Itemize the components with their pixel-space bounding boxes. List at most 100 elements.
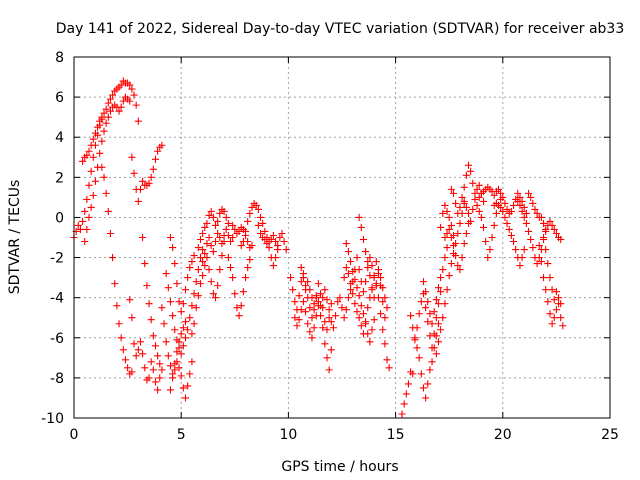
data-point: [432, 332, 440, 340]
data-point: [552, 306, 560, 314]
data-point: [509, 237, 518, 246]
data-point: [524, 189, 533, 197]
data-point: [224, 254, 232, 262]
data-point: [211, 237, 220, 246]
data-point: [357, 322, 365, 330]
y-tick-label: 2: [55, 170, 64, 186]
data-point: [460, 239, 468, 248]
data-point: [121, 356, 130, 364]
data-point: [349, 268, 357, 276]
data-point: [201, 223, 209, 232]
data-point: [342, 239, 350, 248]
data-point: [271, 254, 280, 262]
data-point: [211, 294, 220, 302]
data-point: [355, 213, 363, 221]
data-point: [177, 330, 185, 338]
data-point: [447, 233, 455, 242]
data-point: [199, 229, 207, 238]
data-point: [237, 302, 245, 310]
x-tick-label: 10: [279, 427, 297, 443]
data-point: [173, 348, 181, 356]
data-point: [340, 314, 348, 322]
data-point: [218, 252, 226, 260]
data-point: [432, 296, 440, 304]
data-point: [128, 85, 136, 93]
x-tick-label: 25: [601, 427, 619, 443]
data-point: [381, 294, 389, 302]
data-point: [106, 95, 114, 103]
data-point: [151, 378, 160, 386]
data-point: [327, 346, 335, 354]
data-point: [514, 189, 522, 197]
data-point: [353, 254, 361, 262]
data-point: [171, 360, 179, 368]
data-point: [428, 358, 436, 366]
data-point: [226, 264, 235, 272]
data-point: [323, 326, 331, 334]
y-tick-label: 8: [55, 50, 64, 66]
data-point: [100, 127, 108, 135]
data-point: [432, 350, 440, 358]
data-point: [441, 233, 449, 242]
data-point: [377, 310, 385, 318]
data-point: [537, 213, 545, 221]
data-point: [188, 358, 196, 366]
data-point: [154, 386, 162, 394]
data-point: [542, 245, 550, 254]
data-point: [430, 308, 438, 316]
data-point: [430, 344, 438, 352]
data-point: [293, 322, 301, 330]
data-point: [199, 272, 207, 280]
data-point: [162, 270, 170, 278]
data-point: [203, 239, 211, 248]
data-point: [527, 193, 535, 201]
data-point: [344, 294, 352, 302]
data-point: [184, 382, 192, 390]
data-point: [175, 344, 183, 352]
data-point: [317, 290, 325, 298]
x-axis-title: GPS time / hours: [281, 459, 398, 475]
data-point: [548, 286, 556, 294]
data-point: [194, 243, 202, 252]
data-point: [443, 229, 451, 238]
data-point: [128, 314, 136, 322]
data-point: [147, 358, 155, 366]
data-point: [447, 185, 455, 193]
data-point: [171, 260, 179, 268]
data-point: [244, 264, 252, 272]
data-point: [415, 310, 423, 318]
data-point: [199, 245, 207, 254]
data-point: [81, 207, 89, 215]
data-point: [531, 205, 539, 213]
data-point: [434, 300, 443, 308]
data-point: [299, 274, 307, 282]
x-tick-labels: 0 5 10 15 20 25: [70, 427, 619, 443]
data-point: [492, 209, 500, 217]
data-point: [533, 260, 541, 268]
data-point: [149, 332, 157, 340]
data-point: [544, 298, 552, 306]
data-point: [126, 296, 134, 304]
data-point: [409, 370, 417, 378]
data-point: [353, 308, 361, 316]
data-point: [383, 304, 391, 312]
y-tick-labels: -10 -8 -6 -4 -2 0 2 4 6 8: [41, 50, 64, 427]
data-point: [276, 233, 284, 242]
data-point: [177, 372, 185, 380]
data-point: [464, 209, 473, 217]
data-point: [141, 364, 149, 372]
data-point: [426, 310, 434, 318]
data-point: [216, 266, 224, 274]
data-point: [529, 199, 537, 207]
data-point: [550, 314, 558, 322]
data-point: [139, 177, 147, 185]
data-point: [499, 193, 507, 201]
data-point: [445, 213, 453, 221]
data-point: [314, 298, 322, 306]
data-point: [113, 302, 121, 310]
data-point: [184, 326, 192, 334]
data-point: [214, 217, 222, 226]
data-point: [424, 298, 432, 306]
data-point: [552, 229, 560, 238]
data-point: [544, 260, 552, 268]
